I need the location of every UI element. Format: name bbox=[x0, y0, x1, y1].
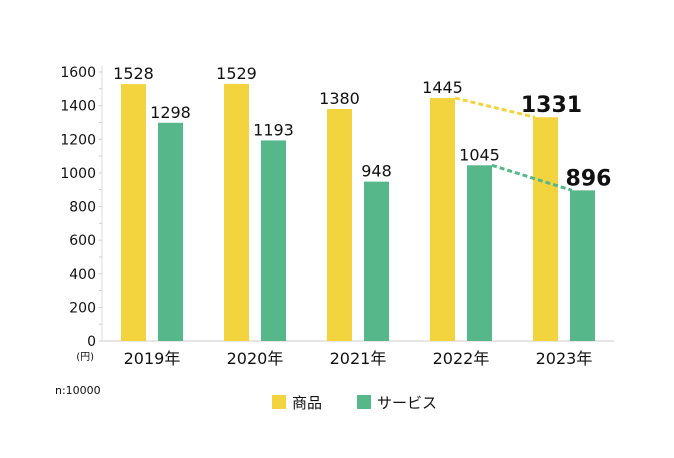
legend-swatch-goods bbox=[272, 395, 286, 409]
data-label: 1298 bbox=[150, 103, 191, 122]
x-tick-label: 2023年 bbox=[536, 349, 593, 368]
y-tick-label: 200 bbox=[69, 300, 96, 316]
y-tick-label: 1400 bbox=[60, 99, 96, 115]
y-tick-label: 600 bbox=[69, 233, 96, 249]
bar-services-2021年 bbox=[364, 181, 389, 341]
data-label: 948 bbox=[361, 162, 392, 181]
bar-services-2020年 bbox=[261, 140, 286, 341]
x-tick-label: 2019年 bbox=[124, 349, 181, 368]
bar-services-2019年 bbox=[158, 122, 183, 342]
data-label: 1331 bbox=[521, 93, 582, 118]
bar-goods-2022年 bbox=[430, 98, 455, 341]
bar-services-2022年 bbox=[467, 165, 492, 341]
y-tick-label: 1200 bbox=[60, 132, 96, 148]
trend-line-services bbox=[491, 163, 573, 192]
x-tick-label: 2021年 bbox=[330, 349, 387, 368]
bar-goods-2023年 bbox=[533, 117, 558, 342]
data-label: 1380 bbox=[319, 89, 360, 108]
y-tick-label: 1000 bbox=[60, 166, 96, 182]
legend-label: サービス bbox=[377, 394, 437, 412]
bar-goods-2020年 bbox=[224, 83, 249, 341]
x-tick-label: 2020年 bbox=[227, 349, 284, 368]
y-tick-label: 1600 bbox=[60, 65, 96, 81]
bar-goods-2019年 bbox=[121, 84, 146, 341]
bar-services-2023年 bbox=[570, 190, 595, 341]
legend-swatch-services bbox=[357, 395, 371, 409]
y-tick-label: 800 bbox=[69, 200, 96, 216]
x-tick-label: 2022年 bbox=[433, 349, 490, 368]
bar-goods-2021年 bbox=[327, 108, 352, 341]
legend-label: 商品 bbox=[292, 394, 322, 412]
y-axis-unit-label: (円) bbox=[76, 352, 94, 363]
trend-line-goods bbox=[454, 96, 536, 119]
data-label: 1445 bbox=[422, 78, 463, 97]
data-label: 1045 bbox=[459, 145, 500, 164]
data-label: 1528 bbox=[113, 64, 154, 83]
y-tick-label: 400 bbox=[69, 267, 96, 283]
sample-size-note: n:10000 bbox=[55, 384, 101, 397]
data-label: 1193 bbox=[253, 120, 294, 139]
data-label: 1529 bbox=[216, 64, 257, 83]
y-tick-label: 0 bbox=[87, 334, 96, 350]
data-label: 896 bbox=[566, 166, 612, 191]
